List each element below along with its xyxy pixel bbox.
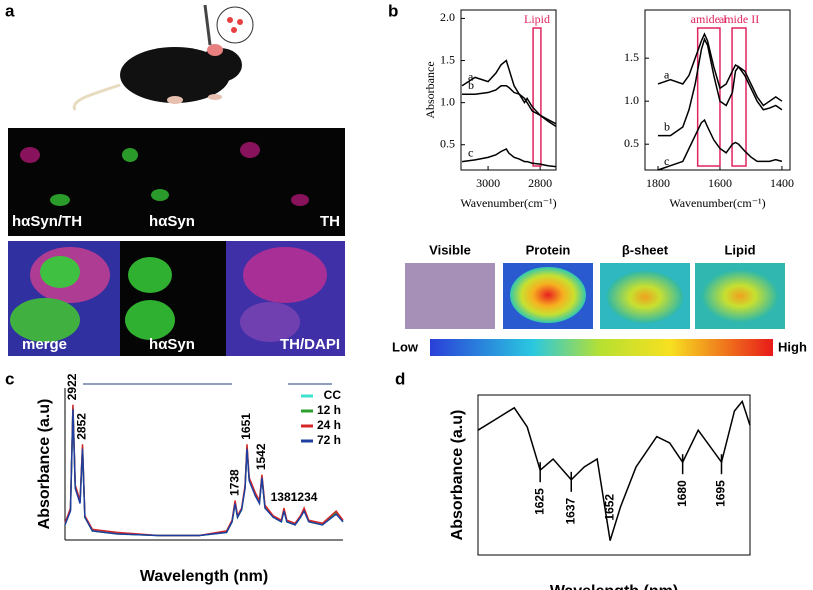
x-tick-label: 1600 — [708, 176, 732, 190]
series-line — [462, 85, 557, 127]
series-line — [461, 59, 557, 125]
peak-label: 2922 — [65, 373, 79, 400]
series-label: a — [468, 70, 474, 84]
minimum-label: 1652 — [602, 494, 616, 521]
microscopy-label: hαSyn — [149, 213, 195, 230]
x-tick-label: 3000 — [476, 176, 500, 190]
peak-label: 1234 — [291, 490, 318, 504]
microscopy-label: TH — [320, 213, 340, 230]
series-line — [477, 399, 751, 541]
series-label: b — [468, 78, 474, 92]
legend-label: 24 h — [317, 418, 341, 432]
legend-label: 72 h — [317, 433, 341, 447]
y-tick-label: 1.5 — [624, 50, 639, 64]
microscopy-label: merge — [22, 336, 67, 353]
series-line — [461, 147, 556, 168]
series-label: c — [468, 145, 473, 159]
series-line — [657, 118, 783, 171]
region-box — [696, 27, 721, 167]
region-label: amide II — [719, 12, 759, 26]
region-box — [731, 27, 747, 167]
legend-label: 12 h — [317, 403, 341, 417]
x-axis-label: Wavelength (nm) — [140, 568, 268, 585]
map-title: Lipid — [724, 242, 755, 257]
mouse-illustration — [72, 4, 254, 111]
minimum-label: 1637 — [563, 497, 577, 524]
series-label: a — [664, 68, 670, 82]
microscopy-label: hαSyn/TH — [12, 213, 82, 230]
plot-frame — [644, 9, 791, 171]
x-axis-label: Wavelength (nm) — [550, 583, 678, 590]
x-axis-label: Wavenumber(cm⁻¹) — [669, 196, 765, 210]
ir-maps — [405, 263, 785, 356]
scale-high: High — [778, 339, 807, 354]
panel-label: d — [395, 369, 405, 388]
y-axis-label: Absorbance (a.u) — [36, 399, 53, 530]
plot-frame — [477, 394, 751, 556]
panel-label: a — [5, 1, 15, 20]
x-axis-label: Wavenumber(cm⁻¹) — [460, 196, 556, 210]
y-tick-label: 0.5 — [440, 136, 455, 150]
minimum-label: 1680 — [675, 480, 689, 507]
x-tick-label: 1400 — [770, 176, 794, 190]
y-tick-label: 0.5 — [624, 136, 639, 150]
y-tick-label: 1.0 — [440, 94, 455, 108]
minimum-label: 1625 — [532, 488, 546, 515]
minimum-label: 1695 — [714, 480, 728, 507]
peak-label: 1738 — [227, 469, 241, 496]
series-line — [657, 32, 783, 107]
x-tick-label: 2800 — [528, 176, 552, 190]
map-title: β-sheet — [622, 242, 669, 257]
map-title: Visible — [429, 242, 471, 257]
y-axis-label: Absorbance — [423, 61, 437, 118]
region-box — [532, 27, 542, 167]
series-line — [64, 409, 344, 537]
peak-label: 2852 — [75, 413, 89, 440]
region-label: Lipid — [524, 12, 550, 26]
peak-label: 1651 — [239, 413, 253, 440]
series-label: b — [664, 119, 670, 133]
series-line — [658, 37, 783, 137]
plot-frame — [460, 9, 557, 171]
x-tick-label: 1800 — [646, 176, 670, 190]
map-title: Protein — [526, 242, 571, 257]
y-tick-label: 1.0 — [624, 93, 639, 107]
y-axis-label: Absorbance (a.u) — [449, 410, 466, 541]
legend-label: CC — [324, 388, 342, 402]
scale-low: Low — [392, 339, 419, 354]
panel-label: c — [5, 369, 14, 388]
microscopy-label: TH/DAPI — [280, 336, 340, 353]
series-label: c — [664, 154, 669, 168]
microscopy — [8, 128, 345, 356]
y-tick-label: 1.5 — [440, 52, 455, 66]
peak-label: 1542 — [254, 443, 268, 470]
peak-label: 1381 — [271, 490, 298, 504]
y-tick-label: 2.0 — [440, 10, 455, 24]
panel-label: b — [388, 1, 398, 20]
microscopy-label: hαSyn — [149, 336, 195, 353]
region-label: amide I — [691, 12, 727, 26]
